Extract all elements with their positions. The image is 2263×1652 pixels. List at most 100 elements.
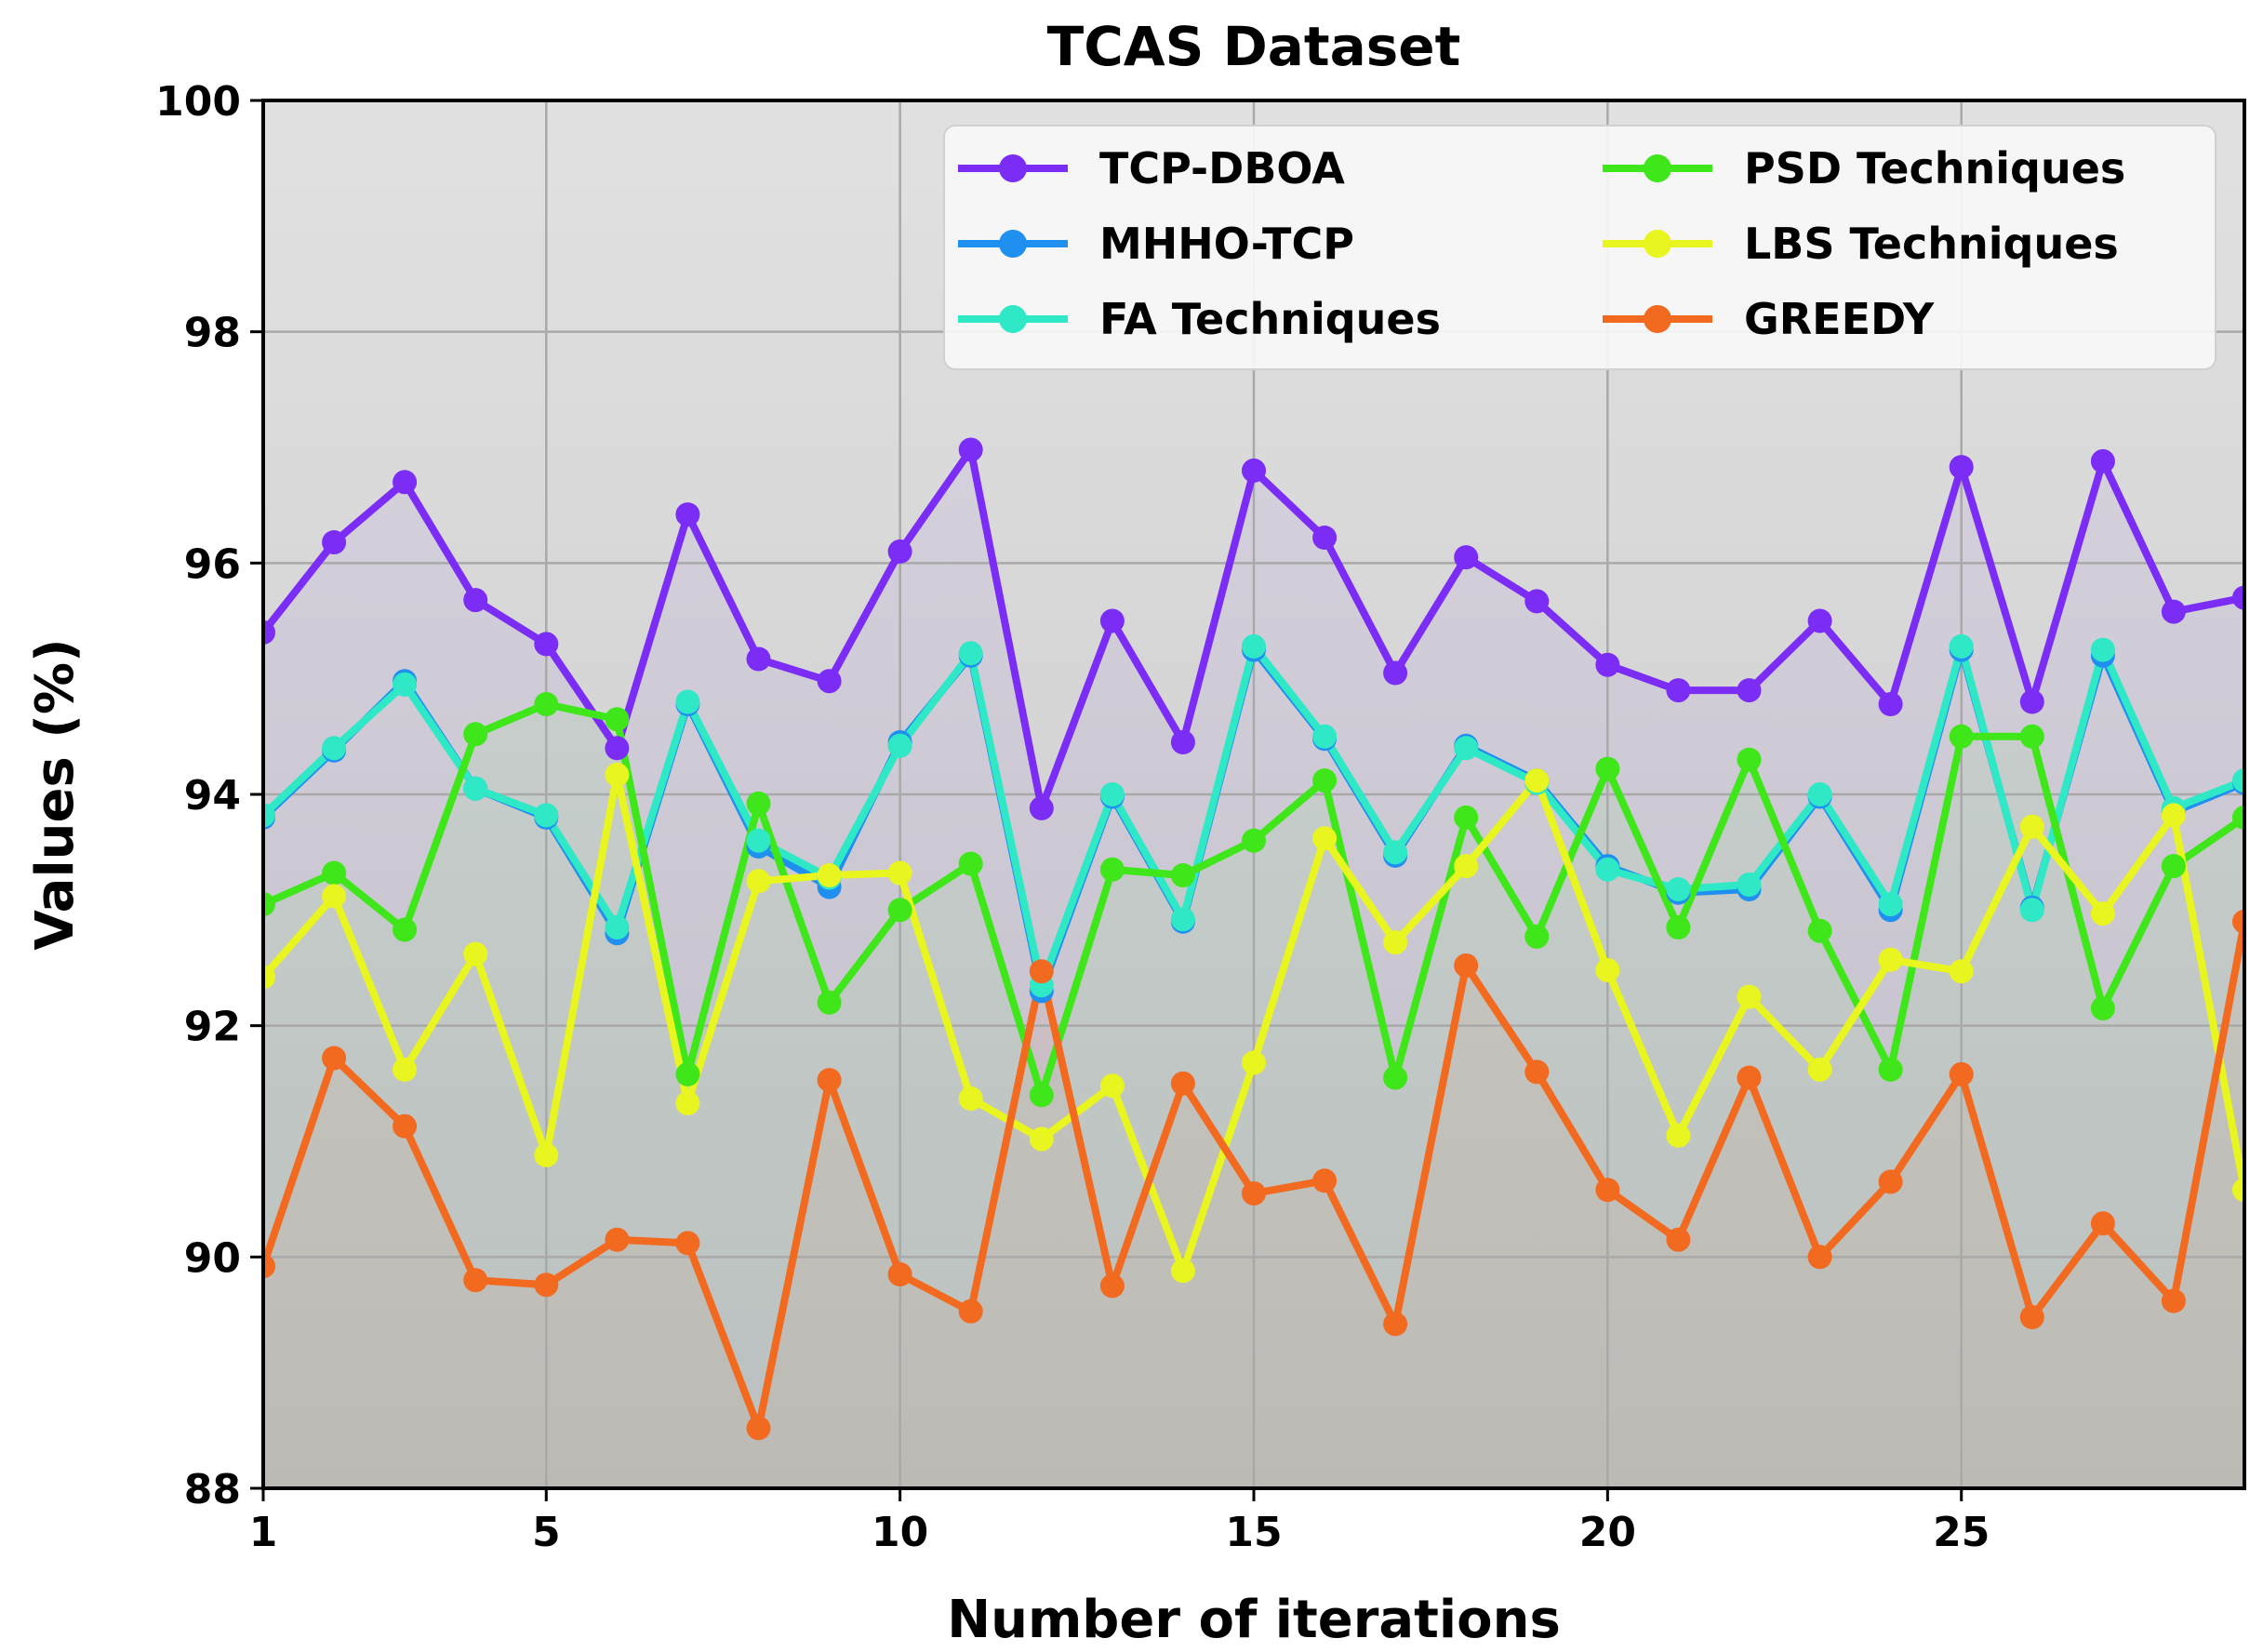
data-point-lbs-techniques <box>1878 947 1903 972</box>
data-point-fa-techniques <box>393 672 418 697</box>
data-point-fa-techniques <box>180 701 205 726</box>
data-point-tcp-dboa <box>958 437 983 462</box>
y-tick-label: 90 <box>184 1234 241 1282</box>
data-point-lbs-techniques <box>675 1091 700 1115</box>
data-point-greedy <box>1454 953 1479 978</box>
data-point-psd-techniques <box>887 898 912 923</box>
legend-swatch-marker <box>999 305 1027 333</box>
data-point-psd-techniques <box>322 860 347 886</box>
data-point-greedy <box>180 1110 205 1134</box>
data-point-greedy <box>887 1262 912 1286</box>
data-point-greedy <box>463 1268 488 1293</box>
legend-item-greedy: GREEDY <box>1603 294 1935 344</box>
data-point-tcp-dboa <box>1383 660 1408 686</box>
data-point-psd-techniques <box>534 692 559 716</box>
data-point-fa-techniques <box>2090 637 2115 662</box>
data-point-tcp-dboa <box>2232 585 2244 610</box>
x-axis-label: Number of iterations <box>947 1590 1561 1650</box>
data-point-psd-techniques <box>1524 924 1550 949</box>
legend-swatch-marker <box>1644 154 1671 182</box>
data-point-greedy <box>393 1113 418 1139</box>
data-point-psd-techniques <box>2232 805 2244 830</box>
data-point-tcp-dboa <box>1949 455 1974 480</box>
data-point-greedy <box>1737 1065 1762 1090</box>
data-point-tcp-dboa <box>1170 730 1195 754</box>
data-point-tcp-dboa <box>463 588 488 613</box>
legend-item-lbs-techniques: LBS Techniques <box>1603 219 2119 269</box>
data-point-lbs-techniques <box>2161 803 2186 828</box>
data-point-psd-techniques <box>1454 805 1479 830</box>
legend-swatch-marker <box>999 154 1027 182</box>
data-point-tcp-dboa <box>2090 448 2115 473</box>
data-point-tcp-dboa <box>263 620 275 645</box>
data-point-tcp-dboa <box>393 470 418 495</box>
data-point-fa-techniques <box>1242 633 1266 659</box>
data-point-fa-techniques <box>1170 907 1195 932</box>
data-point-fa-techniques <box>1099 782 1125 806</box>
data-point-fa-techniques <box>958 641 983 666</box>
y-tick-label: 92 <box>184 1004 241 1051</box>
data-point-lbs-techniques <box>746 869 771 894</box>
data-point-greedy <box>1807 1245 1832 1270</box>
data-point-greedy <box>1949 1061 1974 1086</box>
data-point-psd-techniques <box>463 722 488 747</box>
legend-label: GREEDY <box>1744 294 1935 344</box>
x-tick-label: 20 <box>1579 1509 1636 1556</box>
data-point-lbs-techniques <box>887 860 912 886</box>
data-point-greedy <box>1878 1169 1903 1194</box>
data-point-fa-techniques <box>887 733 912 758</box>
data-point-psd-techniques <box>2019 724 2044 749</box>
data-point-greedy <box>1242 1181 1266 1206</box>
y-tick-label: 94 <box>184 772 241 819</box>
data-point-greedy <box>2232 909 2244 934</box>
data-point-psd-techniques <box>1807 918 1832 943</box>
data-point-tcp-dboa <box>180 511 205 535</box>
x-axis: 1 5 10 15 20 25 <box>249 1488 1990 1556</box>
data-point-lbs-techniques <box>605 762 630 787</box>
y-tick-label: 100 <box>155 78 241 126</box>
data-point-fa-techniques <box>1737 873 1762 897</box>
data-point-mhho-tcp <box>180 696 205 720</box>
data-point-greedy <box>263 1254 275 1279</box>
data-point-fa-techniques <box>675 689 700 714</box>
data-point-tcp-dboa <box>1595 652 1620 677</box>
data-point-lbs-techniques <box>2019 814 2044 839</box>
data-point-greedy <box>2090 1211 2115 1236</box>
data-point-greedy <box>1099 1273 1125 1299</box>
data-point-psd-techniques <box>1595 756 1620 781</box>
data-point-greedy <box>1170 1071 1195 1096</box>
data-point-tcp-dboa <box>817 669 842 694</box>
legend-item-fa-techniques: FA Techniques <box>958 294 1441 344</box>
y-tick-label: 88 <box>184 1466 241 1513</box>
y-axis: 88 90 92 94 96 98 100 <box>155 78 263 1513</box>
data-point-lbs-techniques <box>2090 901 2115 926</box>
data-point-fa-techniques <box>1807 782 1832 806</box>
data-point-greedy <box>746 1416 771 1441</box>
data-point-lbs-techniques <box>1029 1126 1054 1152</box>
data-point-fa-techniques <box>463 776 488 801</box>
legend-item-psd-techniques: PSD Techniques <box>1603 143 2125 193</box>
data-point-fa-techniques <box>1666 877 1691 901</box>
data-point-lbs-techniques <box>1524 768 1550 793</box>
data-point-psd-techniques <box>1312 768 1338 793</box>
data-point-lbs-techniques <box>1454 854 1479 879</box>
legend-box <box>943 125 2216 370</box>
data-point-lbs-techniques <box>534 1142 559 1167</box>
data-point-fa-techniques <box>1595 857 1620 882</box>
data-point-psd-techniques <box>1666 915 1691 939</box>
data-point-tcp-dboa <box>322 530 347 554</box>
data-point-lbs-techniques <box>1383 930 1408 955</box>
data-point-psd-techniques <box>1878 1057 1903 1082</box>
data-point-lbs-techniques <box>463 941 488 966</box>
x-tick-label: 25 <box>1933 1509 1990 1556</box>
chart-title: TCAS Dataset <box>1047 15 1461 78</box>
data-point-psd-techniques <box>263 892 275 917</box>
data-point-fa-techniques <box>263 803 275 828</box>
data-point-psd-techniques <box>1242 828 1266 853</box>
data-point-lbs-techniques <box>1595 958 1620 982</box>
data-point-psd-techniques <box>393 917 418 942</box>
legend-label: LBS Techniques <box>1744 219 2119 269</box>
data-point-tcp-dboa <box>2019 689 2044 714</box>
data-point-tcp-dboa <box>1242 458 1266 483</box>
